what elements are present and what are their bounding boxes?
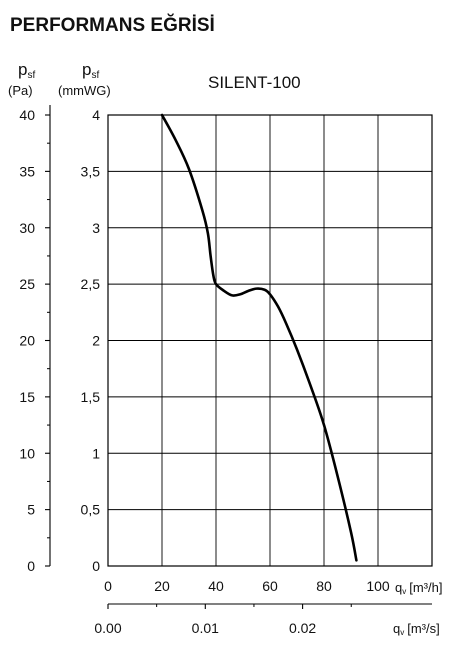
y-left-tick-label: 5 xyxy=(27,502,35,518)
y-left-symbol: p xyxy=(18,60,27,79)
y-left-axis-label: psf xyxy=(18,60,35,81)
y-right-axis-label: psf xyxy=(82,60,99,81)
y-left-tick-label: 10 xyxy=(19,445,35,461)
x-primary-symbol: q xyxy=(395,580,402,595)
y-left-tick-label: 35 xyxy=(19,163,35,179)
x-primary-tick-label: 60 xyxy=(262,578,278,594)
x-secondary-axis-label: qv [m³/s] xyxy=(393,621,440,637)
y-right-unit: (mmWG) xyxy=(58,83,111,98)
y-right-tick-label: 0,5 xyxy=(81,502,101,518)
y-right-tick-label: 2,5 xyxy=(81,276,101,292)
x-primary-tick-label: 80 xyxy=(316,578,332,594)
x-secondary-unit: [m³/s] xyxy=(407,621,440,636)
x-primary-tick-label: 40 xyxy=(208,578,224,594)
y-right-tick-label: 3 xyxy=(92,220,100,236)
y-left-tick-label: 40 xyxy=(19,107,35,123)
x-primary-tick-label: 0 xyxy=(104,578,112,594)
x-secondary-tick-label: 0.00 xyxy=(94,620,121,636)
x-secondary-symbol: q xyxy=(393,621,400,636)
x-secondary-tick-label: 0.01 xyxy=(192,620,219,636)
x-secondary-subscript: v xyxy=(400,628,404,637)
x-primary-tick-label: 100 xyxy=(366,578,390,594)
x-primary-axis-label: qv [m³/h] xyxy=(395,580,442,596)
y-left-subscript: sf xyxy=(27,70,35,81)
y-right-subscript: sf xyxy=(91,70,99,81)
y-right-tick-label: 2 xyxy=(92,333,100,349)
page-title: PERFORMANS EĞRİSİ xyxy=(10,14,215,36)
x-secondary-tick-label: 0.02 xyxy=(289,620,316,636)
y-right-tick-label: 1 xyxy=(92,445,100,461)
y-left-tick-label: 0 xyxy=(27,558,35,574)
x-primary-subscript: v xyxy=(402,587,406,596)
y-left-tick-label: 25 xyxy=(19,276,35,292)
y-right-tick-label: 4 xyxy=(92,107,100,123)
y-left-unit: (Pa) xyxy=(8,83,33,98)
y-left-tick-label: 20 xyxy=(19,333,35,349)
x-primary-tick-label: 20 xyxy=(154,578,170,594)
chart-title: SILENT-100 xyxy=(208,73,301,92)
y-right-tick-label: 3,5 xyxy=(81,163,101,179)
y-left-tick-label: 30 xyxy=(19,220,35,236)
y-right-symbol: p xyxy=(82,60,91,79)
x-primary-unit: [m³/h] xyxy=(409,580,442,595)
performance-curve xyxy=(160,113,358,562)
plot-frame xyxy=(107,114,433,567)
y-left-tick-label: 15 xyxy=(19,389,35,405)
y-right-tick-label: 0 xyxy=(92,558,100,574)
y-right-tick-label: 1,5 xyxy=(81,389,101,405)
